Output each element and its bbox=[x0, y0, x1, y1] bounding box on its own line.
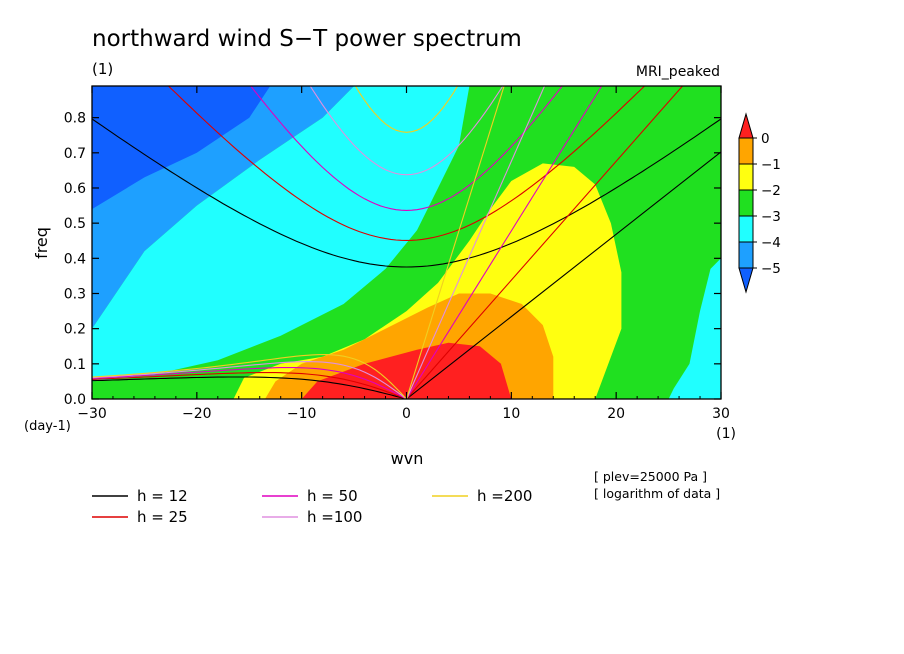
curve-h100-kelvin bbox=[405, 86, 546, 399]
curve-h100-rossby bbox=[92, 361, 407, 399]
y-axis-unit: (day-1) bbox=[24, 419, 71, 434]
legend-label-h50: h = 50 bbox=[307, 487, 358, 505]
curve-h50-gravity bbox=[250, 86, 563, 211]
x-axis-ticks: −30 −20 −10 0 10 20 30 bbox=[77, 86, 730, 422]
colorbar-segment bbox=[738, 189, 754, 217]
title-unit: (1) bbox=[92, 60, 113, 78]
x-tick-label: −20 bbox=[182, 406, 212, 422]
colorbar: 0 −1 −2 −3 −4 −5 bbox=[738, 112, 781, 294]
colorbar-segment bbox=[738, 241, 754, 269]
curve-h25-rossby bbox=[92, 372, 407, 399]
field-region-6 bbox=[301, 342, 512, 399]
curve-h200-rossby bbox=[92, 353, 407, 399]
annotation-plev: [ plev=25000 Pa ] bbox=[594, 469, 707, 484]
field-layer bbox=[92, 86, 721, 399]
y-tick-label: 0.8 bbox=[64, 111, 86, 127]
field-region-3 bbox=[668, 258, 721, 399]
y-tick-label: 0.5 bbox=[64, 216, 86, 232]
colorbar-segment bbox=[738, 137, 754, 165]
colorbar-label: −1 bbox=[761, 157, 781, 173]
x-tick-label: 10 bbox=[502, 406, 520, 422]
y-tick-label: 0.2 bbox=[64, 322, 86, 338]
legend-label-h25: h = 25 bbox=[137, 508, 188, 526]
x-tick-label: 0 bbox=[402, 406, 411, 422]
x-tick-label: 20 bbox=[607, 406, 625, 422]
curve-h12-gravity bbox=[92, 118, 721, 268]
dispersion-curves bbox=[92, 86, 721, 399]
curve-h50-kelvin bbox=[406, 86, 603, 399]
annotation-log: [ logarithm of data ] bbox=[594, 486, 720, 501]
curve-h12-kelvin bbox=[406, 151, 721, 399]
legend-label-h200: h =200 bbox=[477, 487, 532, 505]
curve-h100-gravity bbox=[309, 86, 504, 176]
colorbar-bottom-arrow bbox=[738, 267, 754, 294]
y-tick-label: 0.6 bbox=[64, 181, 86, 197]
colorbar-label: −5 bbox=[761, 261, 781, 277]
curve-h200-gravity bbox=[354, 86, 459, 133]
curve-h25-kelvin bbox=[406, 86, 684, 399]
legend-label-h100: h =100 bbox=[307, 508, 362, 526]
colorbar-label: −4 bbox=[761, 235, 781, 251]
y-axis-label: freq bbox=[32, 227, 51, 259]
chart-title: northward wind S−T power spectrum bbox=[92, 26, 522, 52]
x-tick-label: −10 bbox=[287, 406, 317, 422]
curve-h50-rossby bbox=[92, 367, 407, 399]
curve-h12-rossby bbox=[92, 376, 407, 399]
model-label: MRI_peaked bbox=[636, 64, 720, 80]
colorbar-label: −3 bbox=[761, 209, 781, 225]
colorbar-label: 0 bbox=[761, 131, 770, 147]
legend-label-h12: h = 12 bbox=[137, 487, 188, 505]
curve-h200-kelvin bbox=[405, 86, 505, 399]
curve-h25-gravity bbox=[167, 86, 646, 241]
colorbar-top-arrow bbox=[738, 112, 754, 139]
colorbar-segment bbox=[738, 163, 754, 191]
y-tick-label: 0.4 bbox=[64, 251, 86, 267]
y-tick-label: 0.0 bbox=[64, 392, 86, 408]
plot-area bbox=[91, 85, 722, 400]
x-tick-label: 30 bbox=[712, 406, 730, 422]
colorbar-segment bbox=[738, 215, 754, 243]
y-tick-label: 0.7 bbox=[64, 146, 86, 162]
x-axis-unit: (1) bbox=[716, 426, 736, 442]
x-tick-label: −30 bbox=[77, 406, 107, 422]
y-axis-ticks: 0.0 0.1 0.2 0.3 0.4 0.5 0.6 0.7 0.8 bbox=[64, 111, 721, 408]
field-region-1 bbox=[92, 86, 271, 210]
colorbar-label: −2 bbox=[761, 183, 781, 199]
x-axis-label: wvn bbox=[391, 449, 424, 468]
y-tick-label: 0.1 bbox=[64, 357, 86, 373]
legend: h = 12 h = 25 h = 50 h =100 h =200 bbox=[92, 487, 532, 526]
y-tick-label: 0.3 bbox=[64, 286, 86, 302]
